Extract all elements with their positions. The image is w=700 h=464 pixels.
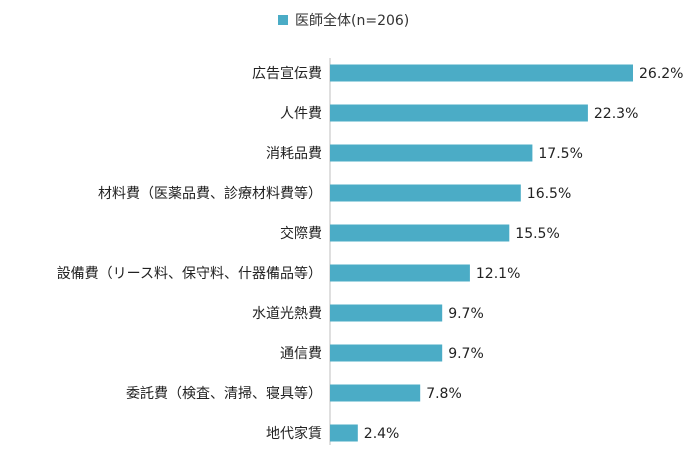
value-label-9: 2.4% [364,426,400,442]
bar-9 [330,424,358,442]
category-label-8: 委託費（検査、清掃、寝具等） [126,385,322,402]
bar-5 [330,264,470,282]
category-label-5: 設備費（リース料、保守料、什器備品等） [57,265,322,282]
value-label-1: 22.3% [594,106,638,122]
value-label-0: 26.2% [639,66,683,82]
value-label-6: 9.7% [448,306,484,322]
value-label-5: 12.1% [476,266,520,282]
category-label-3: 材料費（医薬品費、診療材料費等） [98,185,322,202]
bar-7 [330,344,443,362]
category-label-0: 広告宣伝費 [252,66,322,82]
category-label-1: 人件費 [280,106,322,122]
category-label-4: 交際費 [280,225,322,242]
bar-6 [330,304,443,322]
bar-2 [330,144,533,162]
bar-0 [330,64,633,82]
value-label-3: 16.5% [527,186,571,202]
bars [330,64,633,442]
value-label-8: 7.8% [426,386,462,402]
legend-label: 医師全体(n=206) [295,12,409,29]
bar-1 [330,104,588,122]
value-label-7: 9.7% [448,346,484,362]
category-label-9: 地代家賃 [266,425,322,442]
value-labels: 26.2% 22.3% 17.5% 16.5% 15.5% 12.1% 9.7% 9.7% 7.… [364,66,684,442]
category-label-2: 消耗品費 [266,146,322,162]
legend: 医師全体(n=206) [278,12,409,29]
value-label-4: 15.5% [515,226,559,242]
legend-swatch [278,15,288,25]
bar-3 [330,184,521,202]
bar-4 [330,224,510,242]
category-label-6: 水道光熱費 [252,306,322,322]
category-label-7: 通信費 [280,346,322,362]
value-label-2: 17.5% [538,146,582,162]
bar-8 [330,384,421,402]
